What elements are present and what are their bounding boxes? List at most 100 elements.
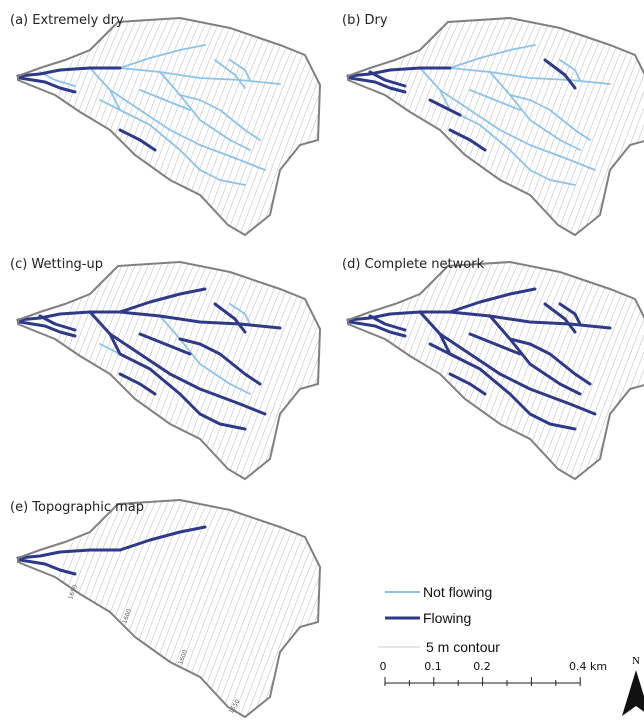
panel-title: (a) Extremely dry (10, 13, 124, 28)
contour-line (233, 500, 320, 717)
contour-line (305, 262, 320, 479)
stream-not-flowing (229, 59, 251, 81)
contour-line (325, 244, 425, 494)
stream-flowing (118, 128, 157, 152)
contour-line (246, 500, 320, 717)
stream-flowing (448, 128, 487, 152)
stream-not-flowing (99, 99, 131, 116)
panel-title: (b) Dry (342, 13, 388, 28)
contour-line (570, 262, 644, 479)
contour-line (583, 18, 644, 235)
scale-label: 0.1 (424, 660, 442, 673)
stream-flowing (18, 76, 77, 94)
stream-flowing (118, 287, 207, 314)
stream-not-flowing (139, 89, 191, 111)
contour-line (563, 262, 644, 479)
catchment-outline (347, 260, 644, 481)
contour-line (348, 18, 444, 235)
stream-flowing (346, 310, 452, 322)
contour-line (233, 262, 320, 479)
stream-flowing (38, 314, 77, 332)
stream-flowing (118, 525, 207, 552)
stream-not-flowing (449, 44, 536, 69)
stream-not-flowing (179, 94, 261, 141)
legend-label: Flowing (423, 610, 471, 626)
contour-line (318, 262, 320, 479)
stream-flowing (18, 558, 77, 576)
contour-line (325, 482, 425, 721)
stream-flowing (488, 314, 582, 396)
stream-not-flowing (559, 59, 581, 81)
stream-flowing (348, 76, 407, 94)
contour-line (246, 18, 320, 235)
contour-line (318, 18, 320, 235)
scale-bar (384, 677, 581, 686)
contour-line (557, 18, 644, 235)
legend-label: 5 m contour (426, 639, 500, 655)
contour-line (318, 500, 320, 717)
catchment-fill (18, 500, 320, 717)
stream-flowing (428, 342, 462, 361)
scale-label: 0.2 (473, 660, 491, 673)
stream-flowing (16, 310, 122, 322)
contour-label: 1600 (177, 649, 189, 666)
contour-line (18, 500, 101, 717)
stream-flowing (368, 314, 407, 332)
north-arrow (622, 670, 644, 716)
contour-line (576, 18, 644, 235)
stream-not-flowing (229, 303, 251, 325)
catchment-outline (347, 16, 644, 237)
stream-flowing (118, 372, 157, 396)
contour-line (348, 262, 437, 479)
contour-line (240, 262, 320, 479)
stream-flowing (138, 332, 192, 356)
contour-line (18, 262, 101, 479)
contour-line (576, 262, 644, 479)
stream-not-flowing (489, 71, 581, 151)
catchment-panel (346, 16, 644, 237)
contour-label: 1600 (121, 608, 133, 625)
stream-not-flowing (159, 315, 251, 395)
stream-flowing (16, 548, 122, 560)
catchment-outline (17, 260, 322, 481)
stream-flowing (508, 337, 592, 386)
contour-line (305, 18, 320, 235)
stream-flowing (448, 372, 487, 396)
catchment-panel (16, 482, 425, 721)
catchment-panel (16, 244, 432, 494)
stream-flowing (346, 66, 452, 78)
stream-not-flowing (39, 71, 76, 87)
stream-flowing (368, 70, 407, 88)
stream-flowing (178, 337, 262, 386)
contour-line (18, 262, 114, 479)
catchment-panel (16, 0, 425, 250)
scale-label: 0.4 km (569, 660, 607, 673)
contour-line (311, 18, 320, 235)
contour-line (18, 18, 107, 235)
stream-flowing (468, 332, 522, 356)
panel-title: (e) Topographic map (10, 500, 144, 515)
stream-flowing (16, 66, 122, 78)
contour-line (583, 262, 644, 479)
catchment-outline (17, 498, 322, 719)
contour-line (348, 18, 431, 235)
stream-flowing (543, 302, 577, 334)
contour-line (18, 18, 114, 235)
contour-line (557, 262, 644, 479)
legend: Not flowing Flowing 5 m contour (378, 584, 500, 655)
contour-line (18, 262, 107, 479)
catchment-outline (17, 16, 322, 237)
stream-not-flowing (159, 71, 251, 151)
contour-line (233, 18, 320, 235)
contour-line (332, 244, 432, 494)
contour-line (348, 18, 437, 235)
stream-flowing (118, 310, 282, 330)
contour-line (325, 0, 425, 250)
stream-not-flowing (469, 89, 521, 111)
contour-line (240, 18, 320, 235)
catchment-panel (346, 260, 644, 481)
contour-line (253, 500, 320, 717)
contour-line (311, 500, 320, 717)
stream-flowing (448, 287, 537, 314)
